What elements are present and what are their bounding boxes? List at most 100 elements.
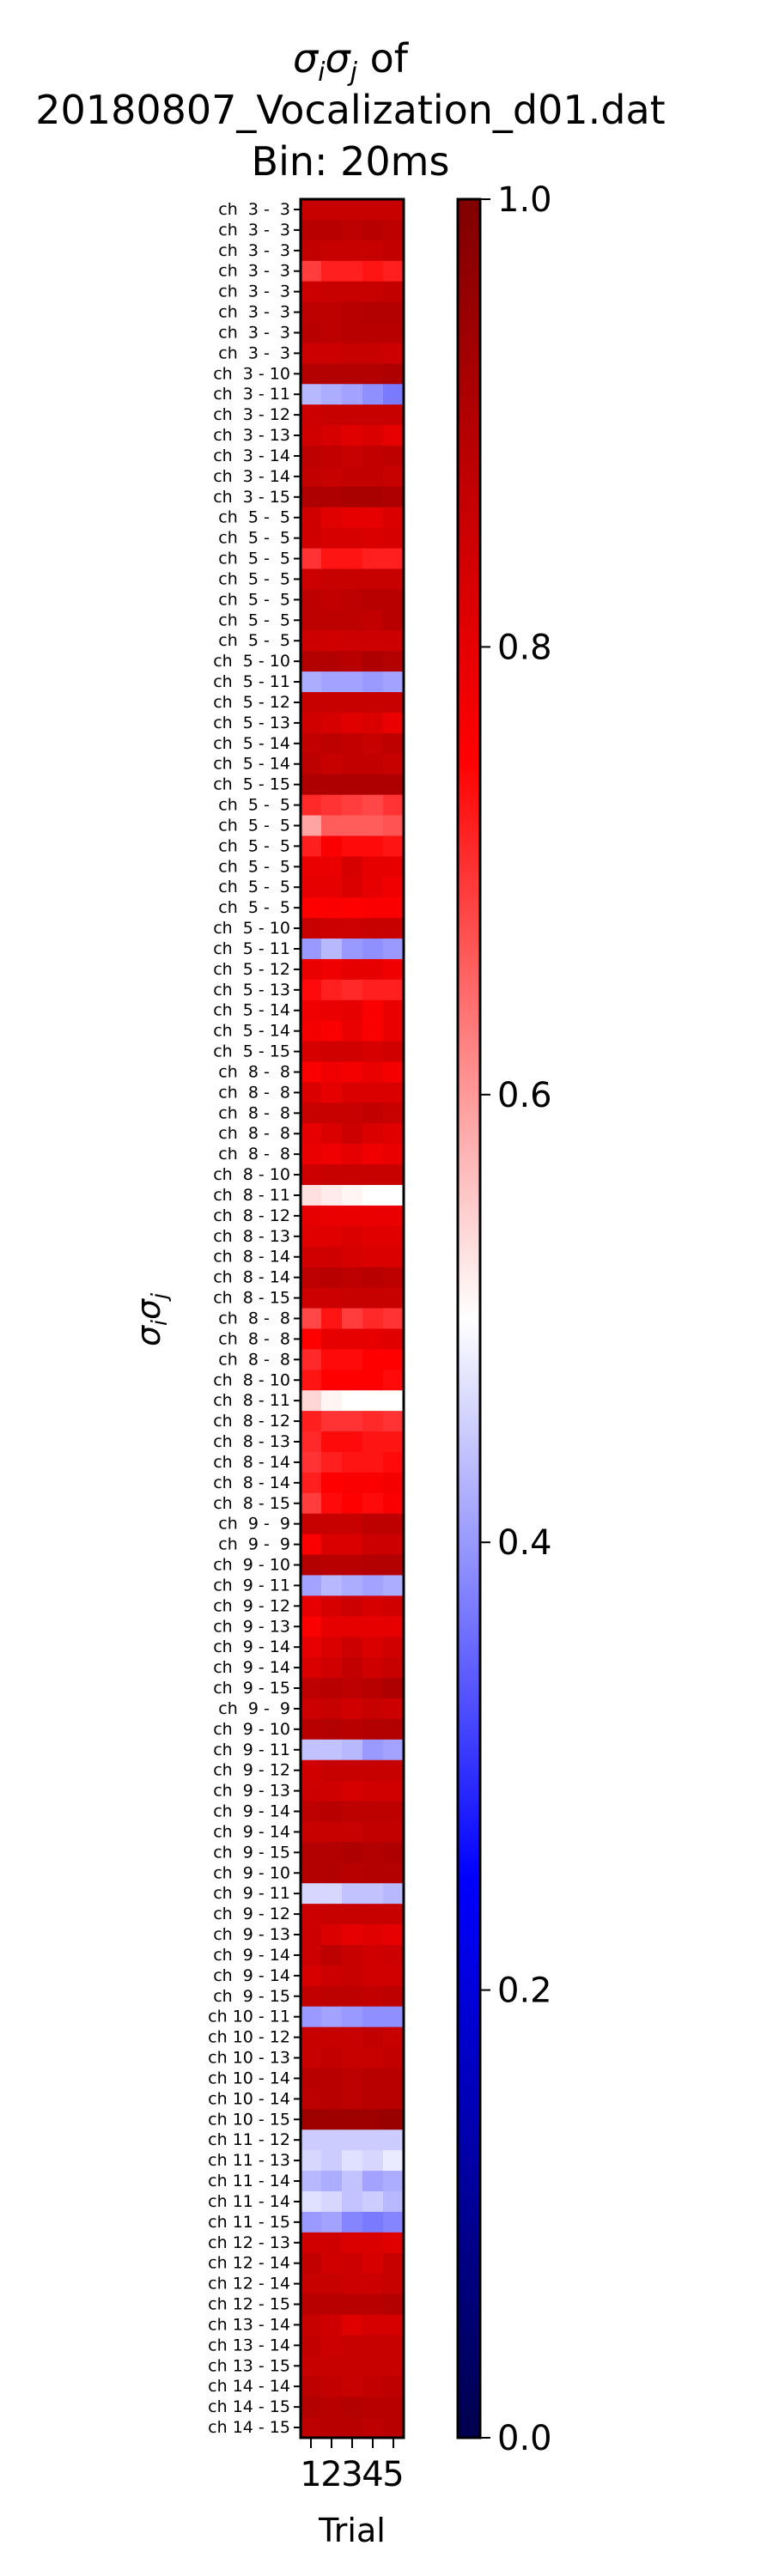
y-tick-label: ch 9 - 13 — [213, 1617, 290, 1636]
title-line-1: σiσj of — [293, 35, 410, 88]
heatmap-cell — [342, 2088, 363, 2110]
heatmap-cell — [342, 486, 363, 508]
heatmap-cell — [362, 1328, 384, 1350]
heatmap-cell — [321, 2232, 343, 2254]
heatmap-cell — [321, 856, 343, 878]
heatmap-cell — [301, 1801, 322, 1823]
y-tick-label: ch 5 - 5 — [218, 796, 290, 815]
heatmap-cell — [342, 2376, 363, 2397]
heatmap-cell — [362, 281, 384, 303]
heatmap-cell — [342, 1554, 363, 1577]
heatmap-cell — [321, 2088, 343, 2110]
heatmap-cell — [342, 1061, 363, 1084]
heatmap-cell — [342, 1164, 363, 1186]
heatmap-cell — [301, 979, 322, 1001]
heatmap-cell — [383, 918, 405, 939]
heatmap-cell — [362, 2150, 384, 2172]
heatmap-cell — [342, 1883, 363, 1905]
heatmap-cell — [301, 671, 322, 693]
heatmap-cell — [362, 1225, 384, 1248]
heatmap-cell — [321, 753, 343, 775]
heatmap-cell — [362, 363, 384, 385]
y-tick-label: ch 8 - 10 — [213, 1165, 290, 1184]
heatmap-cell — [383, 1144, 405, 1165]
heatmap-cell — [301, 1267, 322, 1289]
heatmap-cell — [362, 1267, 384, 1289]
colorbar-tick-label: 0.6 — [497, 1076, 552, 1115]
heatmap-cell — [362, 692, 384, 714]
heatmap-cell — [321, 1492, 343, 1515]
heatmap-cell — [383, 1718, 405, 1741]
heatmap-cell — [362, 939, 384, 960]
heatmap-cell — [342, 712, 363, 734]
heatmap-cell — [342, 1678, 363, 1699]
heatmap-cell — [301, 1164, 322, 1186]
y-tick-label: ch 5 - 5 — [218, 836, 290, 855]
heatmap-cell — [321, 2376, 343, 2397]
heatmap-cell — [383, 979, 405, 1001]
heatmap-cell — [301, 1698, 322, 1720]
heatmap-cell — [342, 589, 363, 611]
heatmap-cell — [362, 1020, 384, 1042]
y-tick-label: ch 9 - 11 — [213, 1884, 290, 1903]
heatmap-cell — [362, 1985, 384, 2008]
heatmap-cell — [383, 1287, 405, 1309]
heatmap-cell — [362, 322, 384, 344]
heatmap-cell — [342, 1575, 363, 1596]
heatmap-cell — [383, 1637, 405, 1658]
heatmap-cell — [321, 815, 343, 837]
heatmap-cell — [383, 897, 405, 919]
heatmap-cell — [321, 363, 343, 385]
y-tick-label: ch 9 - 11 — [213, 1741, 290, 1759]
heatmap-cell — [342, 2232, 363, 2254]
heatmap-cell — [342, 856, 363, 878]
heatmap-cell — [321, 2397, 343, 2418]
heatmap-cell — [342, 2006, 363, 2028]
y-tick-label: ch 12 - 14 — [208, 2254, 290, 2273]
y-tick-label: ch 13 - 15 — [208, 2356, 290, 2375]
heatmap-cell — [301, 1103, 322, 1124]
heatmap-cell — [321, 1103, 343, 1124]
heatmap-cell — [321, 1718, 343, 1741]
heatmap-cell — [383, 1985, 405, 2008]
heatmap-cell — [362, 1061, 384, 1084]
y-tick-label: ch 10 - 14 — [208, 2089, 290, 2108]
y-tick-label: ch 10 - 11 — [208, 2008, 290, 2026]
heatmap-cell — [301, 260, 322, 283]
heatmap-cell — [362, 753, 384, 775]
heatmap-cell — [383, 856, 405, 878]
y-axis-label: σiσj — [130, 1293, 172, 1346]
heatmap-cell — [301, 897, 322, 919]
heatmap-cell — [342, 1103, 363, 1124]
y-tick-label: ch 5 - 5 — [218, 857, 290, 876]
y-tick-label: ch 8 - 8 — [218, 1350, 290, 1369]
y-tick-label: ch 3 - 3 — [218, 323, 290, 342]
heatmap-cell — [342, 1267, 363, 1289]
heatmap-cell — [301, 404, 322, 426]
heatmap-cell — [321, 2068, 343, 2090]
heatmap-cell — [362, 958, 384, 981]
heatmap-cell — [301, 2417, 322, 2439]
heatmap-cell — [321, 1616, 343, 1637]
heatmap-cell — [342, 2335, 363, 2356]
heatmap-cell — [342, 1924, 363, 1946]
heatmap-cell — [362, 1144, 384, 1165]
heatmap-cell — [362, 2232, 384, 2254]
heatmap-cell — [301, 2397, 322, 2418]
heatmap-cell — [342, 1411, 363, 1432]
heatmap-cell — [321, 446, 343, 467]
y-tick-label: ch 8 - 15 — [213, 1494, 290, 1513]
heatmap-cell — [362, 1739, 384, 1761]
heatmap-cell — [342, 835, 363, 857]
heatmap-cell — [383, 1492, 405, 1515]
y-tick-label: ch 8 - 11 — [213, 1391, 290, 1410]
heatmap-cell — [301, 1061, 322, 1084]
heatmap-cell — [362, 1842, 384, 1863]
heatmap-cell — [321, 794, 343, 817]
x-tick-label: 5 — [382, 2455, 404, 2494]
heatmap-cell — [301, 1883, 322, 1905]
heatmap-cell — [383, 1821, 405, 1843]
heatmap-cell — [362, 1164, 384, 1186]
y-tick-label: ch 9 - 13 — [213, 1782, 290, 1801]
